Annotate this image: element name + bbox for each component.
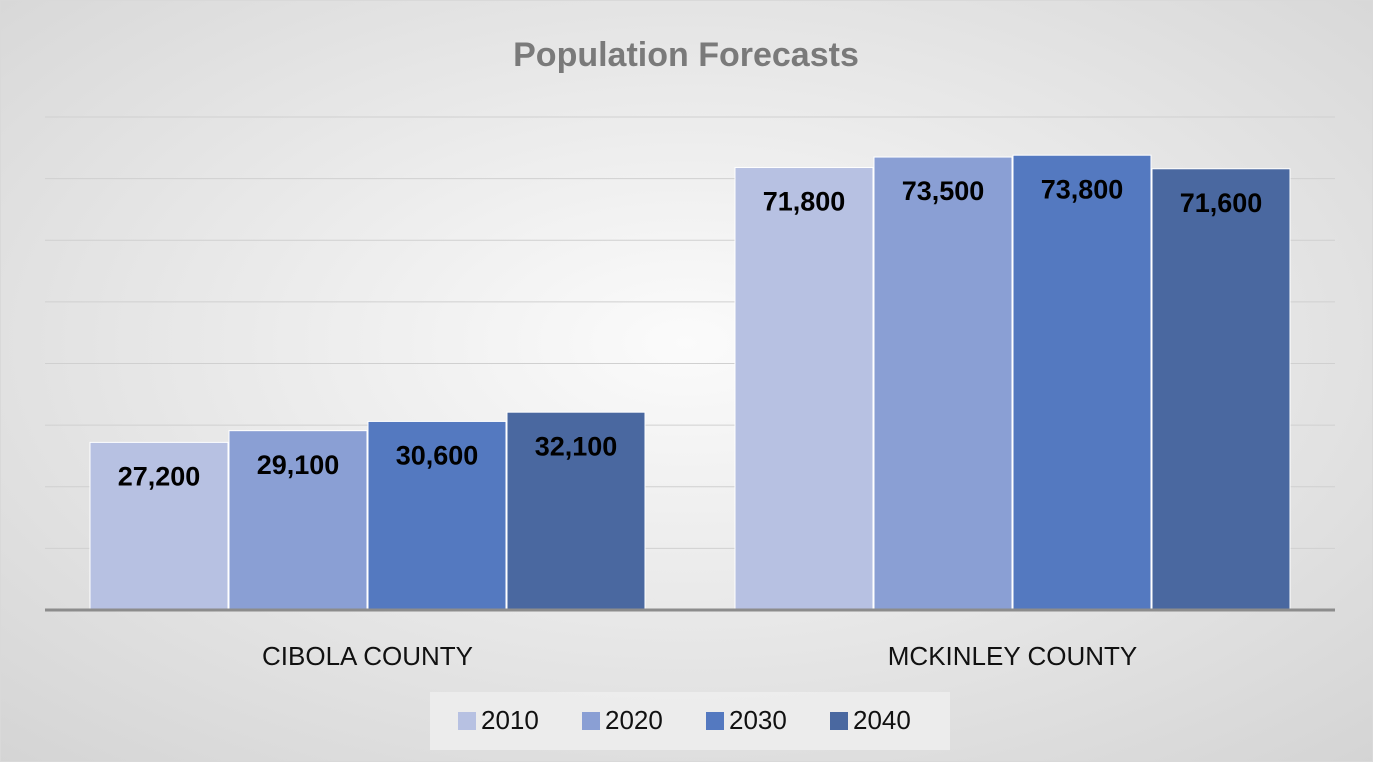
legend-swatch: [830, 712, 848, 730]
x-tick-label: CIBOLA COUNTY: [262, 641, 473, 671]
legend-swatch: [582, 712, 600, 730]
legend-label: 2020: [605, 705, 663, 735]
bar: [506, 411, 646, 611]
data-label: 73,800: [1041, 174, 1124, 204]
data-label: 27,200: [118, 462, 201, 492]
legend-box: [430, 692, 950, 750]
chart-title: Population Forecasts: [513, 36, 859, 74]
data-label: 30,600: [396, 441, 479, 471]
data-label: 73,500: [902, 176, 985, 206]
x-tick-label: MCKINLEY COUNTY: [888, 641, 1137, 671]
data-label: 29,100: [257, 450, 340, 480]
legend-label: 2040: [853, 705, 911, 735]
bar: [367, 420, 507, 611]
data-label: 32,100: [535, 431, 618, 461]
bar: [228, 430, 368, 611]
bar: [89, 441, 229, 611]
bar: [734, 167, 874, 611]
data-label: 71,800: [763, 187, 846, 217]
legend-swatch: [706, 712, 724, 730]
bar: [1151, 168, 1291, 611]
bar: [1012, 154, 1152, 611]
data-label: 71,600: [1180, 188, 1263, 218]
bar: [873, 156, 1013, 611]
legend-label: 2030: [729, 705, 787, 735]
legend-label: 2010: [481, 705, 539, 735]
legend-swatch: [458, 712, 476, 730]
